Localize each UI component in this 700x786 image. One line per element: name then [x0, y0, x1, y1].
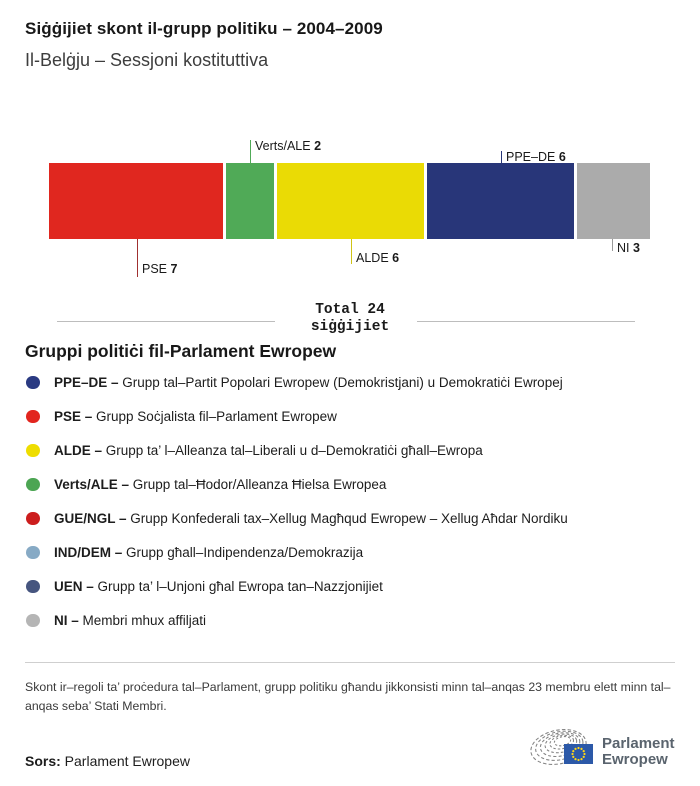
svg-text:Ewropew: Ewropew	[602, 751, 668, 768]
svg-text:Parlament: Parlament	[602, 735, 675, 752]
